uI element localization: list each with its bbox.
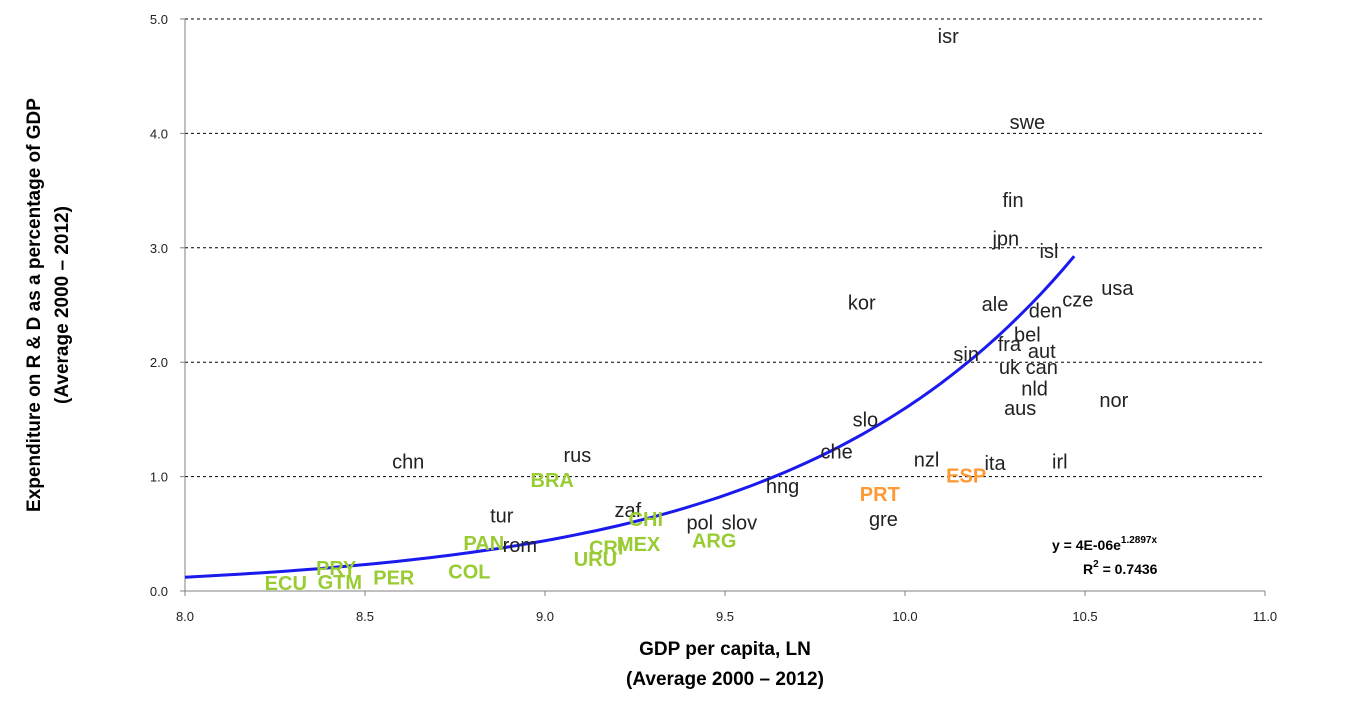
point-label: PAN: [463, 533, 504, 555]
x-tick-label: 10.0: [892, 609, 917, 624]
point-label: che: [820, 441, 852, 463]
x-tick-label: 10.5: [1072, 609, 1097, 624]
point-label: PER: [373, 567, 415, 589]
point-label: fin: [1002, 190, 1023, 212]
point-label: hng: [766, 476, 799, 498]
point-label: fra: [998, 334, 1022, 356]
point-label: sin: [953, 344, 979, 366]
equation-exponent: 1.2897x: [1121, 535, 1158, 546]
point-label: zaf: [614, 500, 641, 522]
x-axis-title: GDP per capita, LN: [639, 639, 811, 660]
point-label: MEX: [617, 534, 661, 556]
point-label: ECU: [265, 573, 307, 595]
point-label: ita: [984, 453, 1006, 475]
r2-sup: 2: [1093, 559, 1099, 570]
y-axis-title: Expenditure on R & D as a percentage of …: [24, 98, 45, 512]
axis-titles: GDP per capita, LN (Average 2000 – 2012) E…: [24, 98, 824, 690]
trend-equation: y = 4E-06e1.2897x R2 = 0.7436: [1052, 535, 1158, 577]
trend-equation-text: y = 4E-06e1.2897x: [1052, 535, 1157, 553]
point-label: slo: [853, 409, 879, 431]
point-label: isr: [938, 26, 959, 48]
x-tick-label: 9.0: [536, 609, 554, 624]
point-label: COL: [448, 562, 490, 584]
point-label: pol: [686, 512, 713, 534]
y-axis-subtitle: (Average 2000 – 2012): [52, 206, 73, 404]
point-label: ale: [982, 294, 1009, 316]
point-label: nor: [1099, 390, 1128, 412]
point-label: kor: [848, 293, 876, 315]
y-tick-label: 0.0: [150, 584, 168, 599]
x-tick-label: 9.5: [716, 609, 734, 624]
axes: 0.0 1.0 2.0 3.0 4.0 5.0 8.0 8.5 9.0 9.5 10.0 10.5 11…: [150, 12, 1277, 624]
point-label: CRI: [589, 538, 623, 560]
gridlines: [185, 18, 1265, 478]
r-squared-text: R2 = 0.7436: [1083, 559, 1158, 577]
equation-main: y = 4E-06e: [1052, 537, 1121, 553]
point-label: URU: [574, 549, 617, 571]
x-tick-label: 11.0: [1253, 609, 1277, 624]
point-label: chn: [392, 452, 424, 474]
point-label: cze: [1062, 289, 1093, 311]
point-label: BRA: [531, 470, 574, 492]
x-tick-label: 8.0: [176, 609, 194, 624]
point-label: ESP: [946, 465, 986, 487]
x-tick-label: 8.5: [356, 609, 374, 624]
point-label: CHI: [629, 509, 663, 531]
trendline-group: [184, 255, 1076, 579]
trendline: [184, 255, 1076, 579]
r2-main: R: [1083, 561, 1093, 577]
point-label: bel: [1014, 325, 1041, 347]
point-label: rus: [564, 445, 592, 467]
y-tick-label: 3.0: [150, 241, 168, 256]
point-label: nzl: [914, 449, 940, 471]
point-label: jpn: [991, 229, 1019, 251]
y-tick-label: 5.0: [150, 12, 168, 27]
point-label: uk: [999, 357, 1021, 379]
point-label: tur: [490, 505, 514, 527]
y-tick-label: 2.0: [150, 355, 168, 370]
point-label: GTM: [318, 572, 362, 594]
y-tick-label: 4.0: [150, 126, 168, 141]
point-label: swe: [1010, 112, 1046, 134]
x-axis-subtitle: (Average 2000 – 2012): [626, 669, 824, 690]
point-label: ARG: [692, 531, 736, 553]
point-label: isl: [1040, 241, 1059, 263]
r2-value: = 0.7436: [1099, 561, 1158, 577]
point-label: PRT: [860, 484, 900, 506]
point-label: irl: [1052, 452, 1068, 474]
point-label: aus: [1004, 398, 1036, 420]
point-label: den: [1029, 301, 1062, 323]
point-label: rom: [503, 535, 537, 557]
point-label: slov: [722, 512, 758, 534]
point-label: aut: [1028, 341, 1056, 363]
point-label: can: [1026, 357, 1058, 379]
point-label: PRY: [316, 558, 357, 580]
point-label: usa: [1101, 278, 1134, 300]
point-label: nld: [1021, 379, 1048, 401]
y-tick-label: 1.0: [150, 470, 168, 485]
point-label: gre: [869, 509, 898, 531]
